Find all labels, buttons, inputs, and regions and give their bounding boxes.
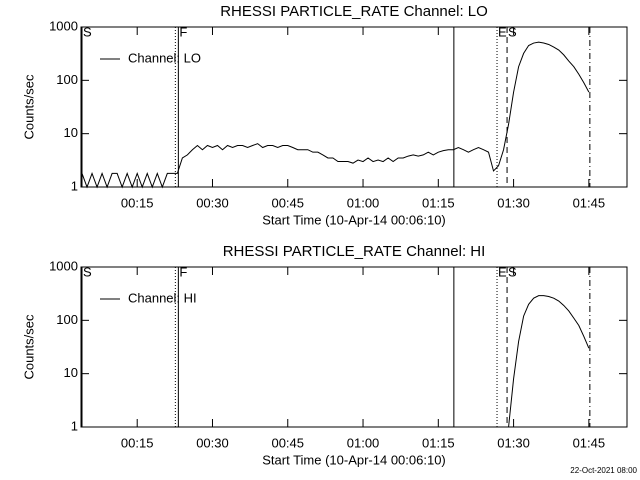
footer: 22-Oct-2021 08:00 (570, 466, 637, 475)
plot-frame (80, 266, 628, 428)
data-line (508, 295, 590, 428)
x-axis-label: Start Time (10-Apr-14 00:06:10) (262, 212, 446, 227)
legend-label: Channel: LO (128, 50, 201, 65)
y-tick-label: 1000 (49, 258, 78, 273)
y-tick-label: 10 (64, 365, 78, 380)
y-axis-label: Counts/sec (21, 314, 36, 380)
event-label: F (179, 264, 187, 279)
plot-frame (80, 26, 628, 188)
y-tick-label: 1000 (49, 18, 78, 33)
y-tick-label: 100 (56, 72, 78, 87)
x-tick-label: 01:00 (347, 195, 380, 210)
event-label: S (83, 264, 92, 279)
x-tick-label: 00:30 (196, 195, 229, 210)
data-line (81, 41, 590, 189)
event-label: E (498, 24, 507, 39)
x-tick-label: 01:45 (573, 435, 606, 450)
event-label: S (83, 24, 92, 39)
y-tick-label: 1 (71, 178, 78, 193)
x-tick-label: 01:45 (573, 195, 606, 210)
x-axis-label: Start Time (10-Apr-14 00:06:10) (262, 452, 446, 467)
x-tick-label: 01:15 (422, 435, 455, 450)
x-tick-label: 01:30 (497, 435, 530, 450)
y-axis-label: Counts/sec (21, 74, 36, 140)
x-tick-label: 01:15 (422, 195, 455, 210)
x-tick-label: 00:15 (121, 435, 154, 450)
x-tick-label: 00:45 (271, 195, 304, 210)
legend-label: Channel: HI (128, 290, 197, 305)
event-label: S (508, 264, 517, 279)
x-tick-label: 00:15 (121, 195, 154, 210)
x-tick-label: 00:45 (271, 435, 304, 450)
chart-title: RHESSI PARTICLE_RATE Channel: LO (220, 3, 488, 20)
y-tick-label: 1 (71, 418, 78, 433)
event-label: E (498, 264, 507, 279)
chart-title: RHESSI PARTICLE_RATE Channel: HI (223, 243, 486, 260)
y-tick-label: 10 (64, 125, 78, 140)
y-tick-label: 100 (56, 312, 78, 327)
event-label: S (508, 24, 517, 39)
x-tick-label: 00:30 (196, 435, 229, 450)
x-tick-label: 01:30 (497, 195, 530, 210)
event-label: F (179, 24, 187, 39)
x-tick-label: 01:00 (347, 435, 380, 450)
